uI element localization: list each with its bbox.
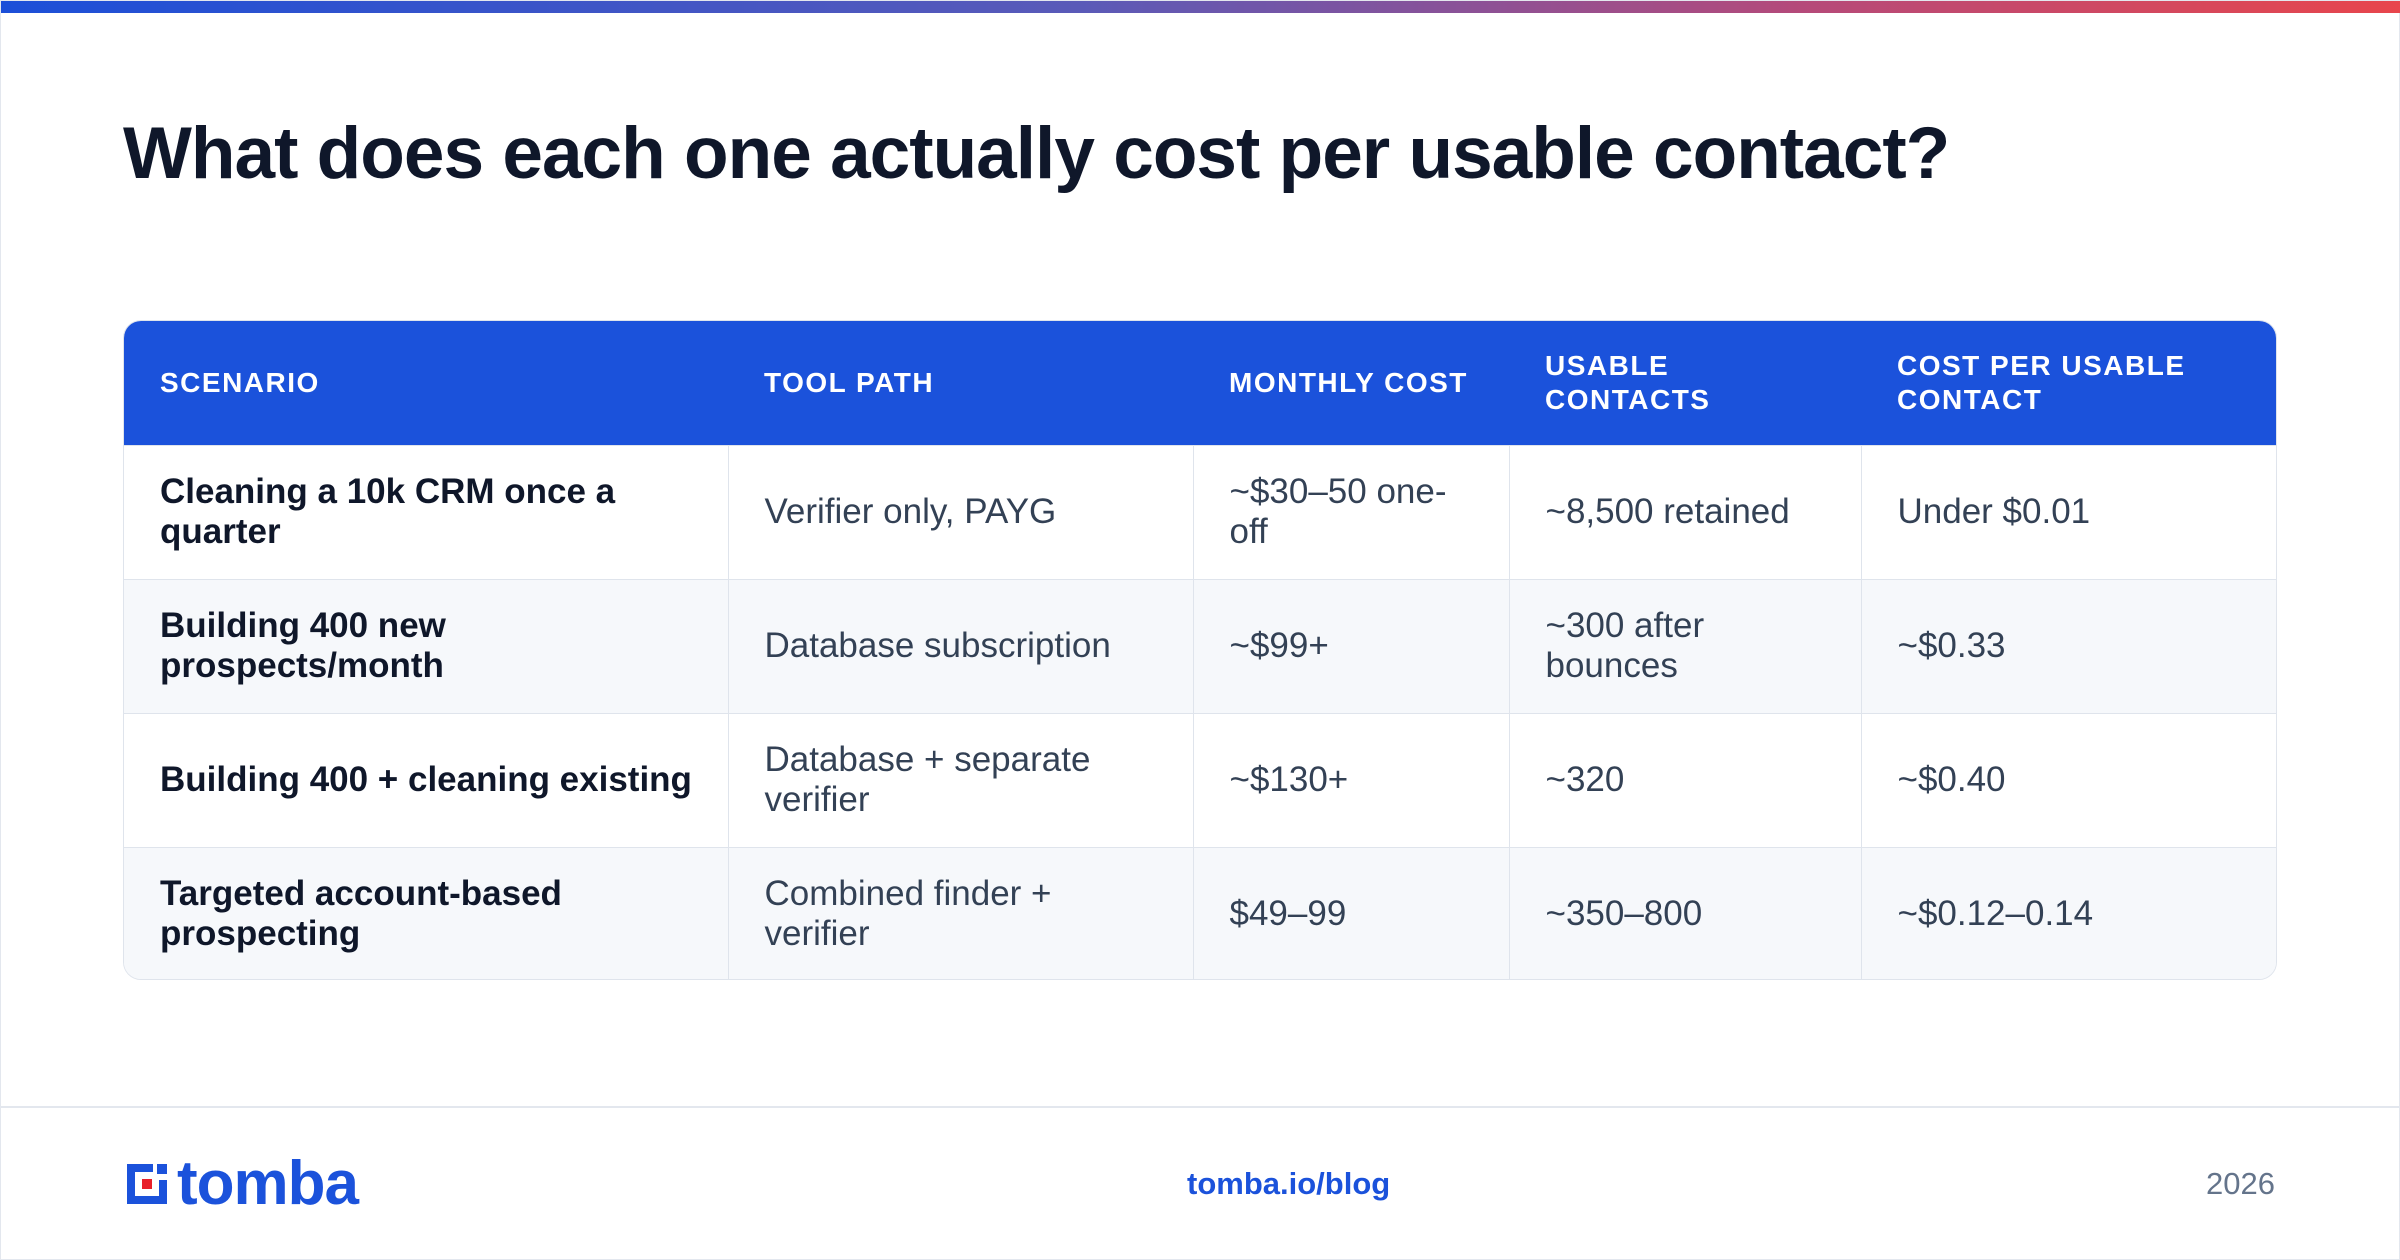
cell-cost-per-contact: ~$0.33	[1860, 578, 2276, 713]
tomba-logo[interactable]: tomba	[123, 1149, 359, 1218]
column-header-cost-per-contact: COST PER USABLE CONTACT	[1897, 349, 2186, 415]
footer-year: 2026	[2206, 1166, 2275, 1201]
column-header-scenario: SCENARIO	[160, 366, 320, 398]
footer-divider	[1, 1106, 2400, 1108]
table-header: SCENARIO TOOL PATH MONTHLY COST USABLE C…	[124, 321, 2276, 445]
cell-tool-path: Database subscription	[727, 578, 1193, 713]
cell-monthly-cost: ~$130+	[1192, 712, 1509, 847]
cell-usable-contacts: ~8,500 retained	[1508, 444, 1861, 579]
cell-cost-per-contact: ~$0.12–0.14	[1860, 846, 2276, 979]
cell-scenario: Building 400 + cleaning existing	[124, 712, 728, 847]
table-row: Building 400 new prospects/month Databas…	[124, 578, 2276, 713]
table-header-row: SCENARIO TOOL PATH MONTHLY COST USABLE C…	[124, 321, 2276, 445]
cell-monthly-cost: ~$99+	[1192, 578, 1509, 713]
top-gradient-bar	[1, 1, 2400, 13]
table-row: Cleaning a 10k CRM once a quarter Verifi…	[124, 444, 2276, 579]
cell-usable-contacts: ~320	[1508, 712, 1861, 847]
brand-name: tomba	[177, 1149, 359, 1218]
cost-table: SCENARIO TOOL PATH MONTHLY COST USABLE C…	[123, 320, 2277, 980]
cell-tool-path: Verifier only, PAYG	[727, 444, 1193, 579]
cell-cost-per-contact: Under $0.01	[1860, 444, 2276, 579]
cell-usable-contacts: ~350–800	[1508, 846, 1861, 979]
cost-table-grid: SCENARIO TOOL PATH MONTHLY COST USABLE C…	[124, 321, 2276, 979]
column-header-tool-path: TOOL PATH	[764, 366, 935, 398]
cell-monthly-cost: $49–99	[1192, 846, 1509, 979]
cell-usable-contacts: ~300 after bounces	[1508, 578, 1861, 713]
cell-tool-path: Combined finder + verifier	[727, 846, 1193, 979]
cell-monthly-cost: ~$30–50 one-off	[1192, 444, 1509, 579]
table-row: Building 400 + cleaning existing Databas…	[124, 712, 2276, 847]
blog-link[interactable]: tomba.io/blog	[1187, 1166, 1391, 1201]
table-row: Targeted account-based prospecting Combi…	[124, 846, 2276, 979]
table-body: Cleaning a 10k CRM once a quarter Verifi…	[124, 444, 2276, 979]
cell-tool-path: Database + separate verifier	[727, 712, 1193, 847]
cell-scenario: Cleaning a 10k CRM once a quarter	[124, 444, 728, 579]
cell-scenario: Targeted account-based prospecting	[124, 846, 728, 979]
tomba-logo-icon	[127, 1164, 167, 1204]
cell-cost-per-contact: ~$0.40	[1860, 712, 2276, 847]
column-header-usable-contacts: USABLE CONTACTS	[1545, 349, 1711, 415]
cell-scenario: Building 400 new prospects/month	[124, 578, 728, 713]
column-header-monthly-cost: MONTHLY COST	[1229, 366, 1468, 398]
page-title: What does each one actually cost per usa…	[123, 113, 1950, 194]
